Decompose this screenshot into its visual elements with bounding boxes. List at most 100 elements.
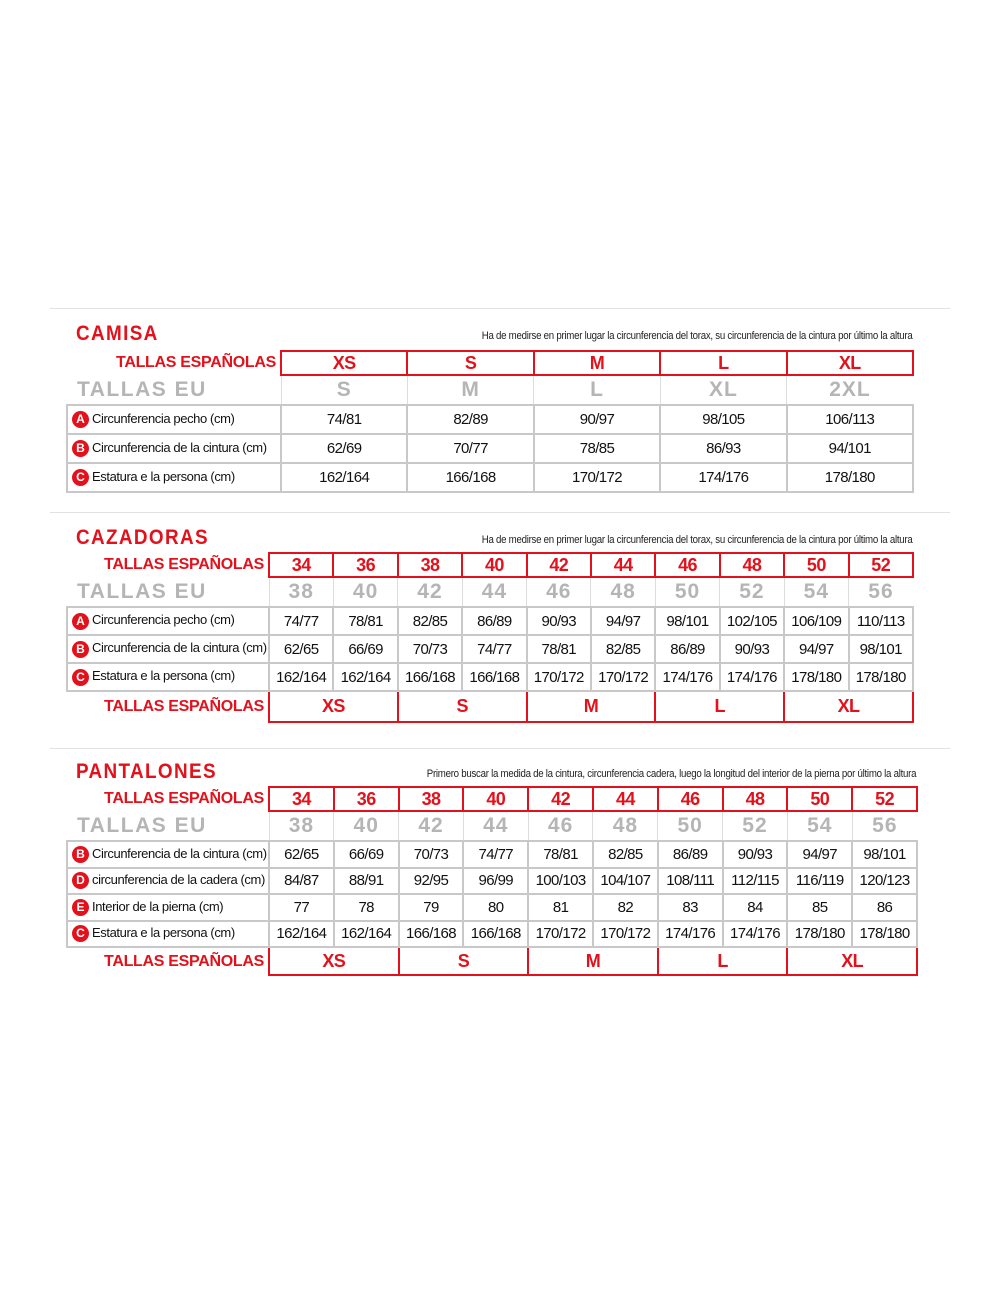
measurement-name: Estatura e la persona (cm): [92, 468, 235, 484]
eu-size: 54: [786, 811, 853, 841]
measurement-value: 178/180: [786, 919, 854, 948]
measurement-name: Circunferencia de la cintura (cm): [92, 845, 267, 861]
measurement-value: 98/101: [847, 634, 914, 664]
measurement-value: 170/172: [525, 662, 592, 692]
spanish-size: 50: [783, 552, 850, 578]
measurement-value: 78/81: [525, 634, 592, 664]
measurement-label: A Circunferencia pecho (cm): [66, 404, 282, 435]
size-table: TALLAS ESPAÑOLAS XS S M L XL TALLAS EU S M L XL 2XL…: [66, 350, 914, 493]
eu-size: 56: [848, 577, 913, 607]
measurement-value: 174/176: [659, 462, 788, 493]
measurement-value: 90/97: [532, 404, 662, 435]
eu-size: 56: [851, 811, 917, 841]
measurement-value: 178/180: [783, 662, 850, 692]
letter-badge-icon: E: [72, 898, 89, 916]
spanish-size: 46: [656, 786, 724, 812]
measurement-value: 81: [527, 893, 594, 922]
measurement-value: 82/85: [396, 606, 464, 636]
letter-badge-icon: B: [72, 845, 89, 863]
measurement-label: A Circunferencia pecho (cm): [66, 606, 270, 636]
measurement-value: 162/164: [279, 462, 409, 493]
eu-size: 46: [526, 577, 591, 607]
spanish-letter-size: S: [397, 946, 530, 976]
spanish-letter-size: S: [396, 690, 528, 723]
measurement-value: 74/77: [267, 606, 335, 636]
measuring-note: Ha de medirse en primer lugar la circunf…: [481, 534, 912, 546]
measurement-value: 94/97: [786, 840, 854, 869]
letter-badge-icon: C: [72, 925, 89, 943]
measurement-name: Circunferencia pecho (cm): [92, 410, 235, 426]
measurement-value: 94/101: [785, 433, 914, 464]
measurement-value: 74/77: [461, 634, 528, 664]
spanish-letter-size: XS: [268, 690, 399, 723]
measurement-value: 66/69: [332, 840, 400, 869]
eu-size: 42: [398, 811, 464, 841]
measurement-value: 62/69: [279, 433, 409, 464]
eu-size: 50: [654, 577, 720, 607]
measurement-value: 162/164: [268, 919, 335, 948]
eu-sizes-label: TALLAS EU: [77, 813, 207, 837]
spanish-size: 38: [397, 786, 465, 812]
measurement-value: 84/87: [268, 866, 335, 895]
section-title: PANTALONES: [76, 760, 217, 783]
measurement-value: 86/89: [461, 606, 528, 636]
measurement-value: 70/73: [396, 634, 464, 664]
measurement-name: Estatura e la persona (cm): [92, 925, 235, 941]
spanish-size: 50: [786, 786, 854, 812]
spanish-size: L: [659, 350, 788, 376]
spanish-letter-size: L: [654, 690, 786, 723]
eu-size: 2XL: [786, 375, 913, 405]
spanish-size: XL: [785, 350, 914, 376]
measurement-value: 170/172: [532, 462, 662, 493]
eu-size: 38: [268, 577, 334, 607]
spanish-size: 48: [718, 552, 786, 578]
eu-size: 48: [590, 577, 656, 607]
spanish-sizes-row: TALLAS ESPAÑOLAS 34 36 38 40 42 44 46 48 50 52: [67, 786, 918, 812]
spanish-sizes-label: TALLAS ESPAÑOLAS: [104, 556, 264, 573]
divider: [50, 748, 950, 749]
size-section-cazadoras: CAZADORAS Ha de medirse en primer lugar l…: [66, 526, 914, 786]
divider: [50, 308, 950, 309]
measurement-value: 108/111: [656, 866, 724, 895]
measurement-value: 166/168: [397, 919, 465, 948]
spanish-letter-sizes-row: TALLAS ESPAÑOLAS XS S M L XL: [67, 946, 918, 976]
measurement-value: 70/77: [406, 433, 535, 464]
measurement-value: 74/77: [462, 840, 530, 869]
eu-sizes-row: TALLAS EU S M L XL 2XL: [67, 375, 913, 405]
spanish-letter-size: M: [527, 946, 659, 976]
spanish-size: 52: [847, 552, 914, 578]
measurement-value: 96/99: [462, 866, 530, 895]
spanish-sizes-label: TALLAS ESPAÑOLAS: [104, 698, 264, 715]
measurement-value: 166/168: [406, 462, 535, 493]
measurement-value: 178/180: [785, 462, 914, 493]
spanish-size: 40: [462, 786, 530, 812]
eu-size: 40: [332, 577, 398, 607]
measurement-value: 178/180: [847, 662, 914, 692]
eu-sizes-row: TALLAS EU 38 40 42 44 46 48 50 52 54 56: [67, 811, 917, 841]
measurement-label: B Circunferencia de la cintura (cm): [66, 433, 282, 464]
measurement-value: 106/109: [783, 606, 850, 636]
measurement-value: 92/95: [397, 866, 465, 895]
measurement-value: 112/115: [721, 866, 789, 895]
eu-sizes-label: TALLAS EU: [77, 377, 207, 401]
eu-size: 54: [783, 577, 849, 607]
measurement-label: C Estatura e la persona (cm): [66, 919, 270, 948]
eu-size: XL: [659, 375, 787, 405]
measurement-value: 78/85: [532, 433, 662, 464]
measurement-value: 120/123: [851, 866, 918, 895]
measurement-value: 78/81: [332, 606, 399, 636]
measurement-value: 110/113: [847, 606, 914, 636]
measurement-value: 166/168: [462, 919, 530, 948]
measurement-value: 90/93: [721, 840, 789, 869]
spanish-size: 42: [527, 786, 594, 812]
measurement-value: 102/105: [718, 606, 786, 636]
spanish-size: 44: [591, 786, 659, 812]
size-section-camisa: CAMISA Ha de medirse en primer lugar la c…: [66, 322, 914, 582]
measurement-value: 80: [462, 893, 530, 922]
eu-size: 44: [461, 577, 527, 607]
measurement-name: Estatura e la persona (cm): [92, 668, 235, 684]
measurement-row: B Circunferencia de la cintura (cm) 62/65 6…: [66, 840, 918, 869]
measurement-value: 162/164: [332, 662, 399, 692]
spanish-size: 42: [525, 552, 592, 578]
